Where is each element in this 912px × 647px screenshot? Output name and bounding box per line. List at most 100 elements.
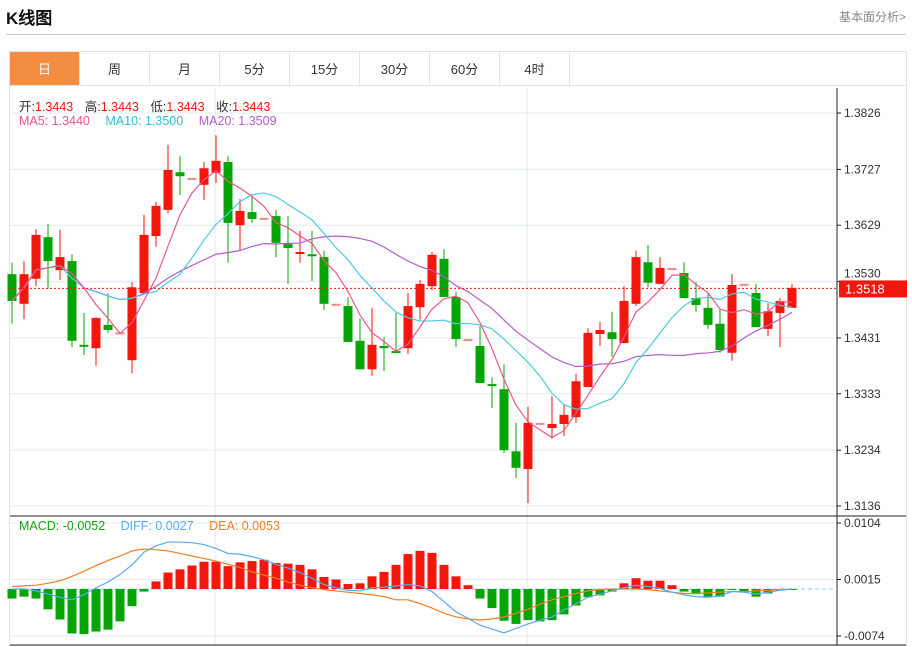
- close-value: 1.3443: [232, 100, 271, 114]
- tab-15min[interactable]: 15分: [290, 52, 360, 85]
- candle-body: [727, 285, 737, 353]
- candle-body: [355, 340, 365, 370]
- candle-body: [631, 257, 641, 304]
- diff-line: [12, 541, 793, 634]
- candle: [19, 261, 29, 320]
- candle-body: [223, 161, 233, 223]
- macd-bar: [763, 589, 773, 594]
- candle: [271, 209, 281, 258]
- candle-body: [295, 251, 305, 254]
- candle-body: [667, 267, 677, 270]
- macd-bar: [451, 576, 461, 590]
- candle: [67, 254, 77, 348]
- candle-body: [439, 258, 449, 297]
- macd-bar: [271, 562, 281, 590]
- tab-week[interactable]: 周: [80, 52, 150, 85]
- candle: [499, 364, 509, 454]
- candle: [547, 396, 557, 439]
- macd-bar: [643, 580, 653, 590]
- tab-4hour[interactable]: 4时: [500, 52, 570, 85]
- candle-body: [139, 234, 149, 293]
- candle-body: [151, 205, 161, 237]
- candle-body: [451, 296, 461, 340]
- macd-bar: [151, 581, 161, 590]
- candle: [607, 311, 617, 357]
- page-title: K线图: [6, 9, 53, 28]
- candle-body: [703, 307, 713, 325]
- macd-bar: [163, 572, 173, 590]
- macd-bar: [283, 563, 293, 590]
- macd-bar: [43, 589, 53, 610]
- macd-bar: [31, 589, 41, 599]
- tab-day[interactable]: 日: [10, 52, 80, 85]
- candle-body: [331, 303, 341, 306]
- macd-bar: [511, 589, 521, 624]
- candle-body: [511, 451, 521, 468]
- macd-bar: [679, 589, 689, 592]
- candle-body: [235, 210, 245, 226]
- candle: [739, 283, 749, 286]
- macd-bar: [523, 589, 533, 621]
- candle: [211, 135, 221, 184]
- candle: [643, 245, 653, 288]
- macd-bar: [607, 589, 617, 592]
- macd-bar: [583, 589, 593, 598]
- macd-bar: [247, 561, 257, 590]
- candle-body: [739, 283, 749, 286]
- macd-bar: [319, 576, 329, 590]
- candle-body: [187, 177, 197, 180]
- ma20-line: [11, 235, 793, 368]
- candle-body: [91, 318, 101, 349]
- candle: [775, 298, 785, 348]
- candle: [151, 201, 161, 247]
- candle: [703, 292, 713, 329]
- candle-body: [163, 169, 173, 210]
- price-tick-label: 1.3826: [844, 106, 881, 120]
- macd-tick-label: 0.0015: [844, 573, 881, 587]
- candle: [247, 195, 257, 223]
- ma-legend: MA5: 1.3440 MA10: 1.3500 MA20: 1.3509: [19, 114, 281, 128]
- macd-bar: [403, 554, 413, 590]
- candle: [787, 283, 797, 308]
- macd-tick-label: -0.0074: [844, 629, 885, 643]
- candle: [355, 318, 365, 370]
- macd-bar: [199, 561, 209, 590]
- candle: [619, 286, 629, 344]
- macd-bar: [67, 589, 77, 634]
- macd-bar: [259, 559, 269, 590]
- macd-bar: [211, 561, 221, 590]
- candle: [691, 282, 701, 312]
- price-tick-label: 1.3431: [844, 331, 881, 345]
- candle: [259, 217, 269, 220]
- candle: [79, 312, 89, 356]
- price-tick-label: 1.3333: [844, 387, 881, 401]
- candle-body: [559, 414, 569, 424]
- macd-bar: [295, 564, 305, 590]
- tab-5min[interactable]: 5分: [220, 52, 290, 85]
- macd-bar: [55, 589, 65, 620]
- macd-value: MACD: -0.0052: [19, 519, 106, 533]
- macd-bar: [175, 569, 185, 590]
- macd-bar: [739, 589, 749, 593]
- price-tick-label: 1.3629: [844, 218, 881, 232]
- macd-bar: [139, 589, 149, 592]
- tab-month[interactable]: 月: [150, 52, 220, 85]
- macd-bar: [391, 564, 401, 590]
- tab-30min[interactable]: 30分: [360, 52, 430, 85]
- candle: [439, 249, 449, 297]
- candle: [583, 328, 593, 387]
- diff-value: DIFF: 0.0027: [120, 519, 194, 533]
- fundamental-analysis-link[interactable]: 基本面分析>: [838, 10, 906, 24]
- candle-body: [475, 345, 485, 383]
- macd-bar: [307, 569, 317, 590]
- candle: [511, 422, 521, 479]
- candle: [451, 291, 461, 348]
- price-tick-label: 1.3234: [844, 443, 881, 457]
- candle: [679, 262, 689, 299]
- candle-body: [31, 234, 41, 279]
- ma10-value: MA10: 1.3500: [105, 114, 184, 128]
- macd-bar: [463, 585, 473, 590]
- macd-bar: [343, 583, 353, 590]
- tab-60min[interactable]: 60分: [430, 52, 500, 85]
